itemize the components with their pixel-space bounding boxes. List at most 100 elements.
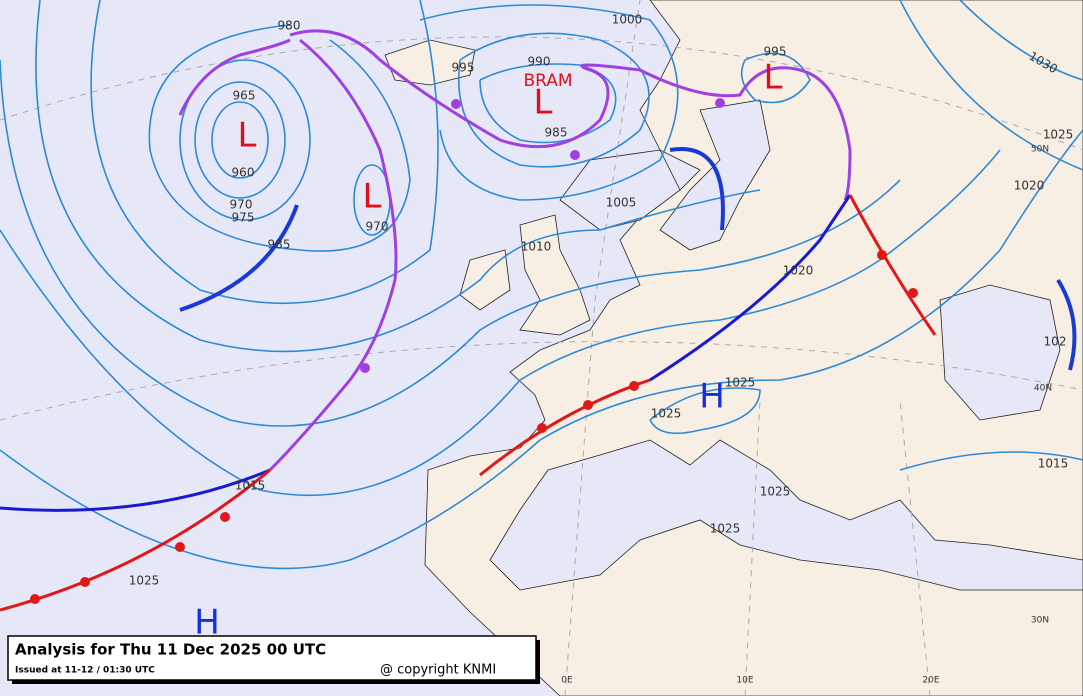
occluded-front-symbol (360, 363, 370, 373)
warm-front-symbol (877, 250, 887, 260)
baltic-sea (659, 99, 771, 251)
trough (179, 204, 299, 312)
isobar (179, 59, 311, 221)
isobar-label: 1025 (129, 574, 160, 588)
warm-front-symbol (220, 512, 230, 522)
trough (669, 147, 725, 231)
isobar (194, 81, 286, 199)
landmasses (384, 0, 1083, 696)
latitude-label: 40N (1034, 384, 1052, 394)
warm-front-symbol (629, 381, 639, 391)
isobar (419, 4, 679, 201)
copyright: @ copyright KNMI (380, 663, 496, 678)
isobar (479, 63, 617, 144)
occluded-front (289, 29, 852, 201)
warm-front-symbol (537, 423, 547, 433)
isobar-label: 1025 (760, 485, 791, 499)
isobar-label: 965 (233, 89, 256, 103)
north-sea (559, 149, 681, 231)
issued-time: Issued at 11-12 / 01:30 UTC (15, 666, 155, 676)
storm-name: BRAM (523, 71, 572, 91)
low-symbol: L (363, 177, 382, 217)
warm-front-symbol (175, 542, 185, 552)
isobar-label: 990 (528, 55, 551, 69)
graticule-labels: 50N 40N 30N 0E 10E 20E (561, 145, 1052, 686)
warm-front-symbol (908, 288, 918, 298)
isobar (959, 0, 1083, 81)
high-symbol: H (699, 377, 725, 417)
cold-front (0, 468, 271, 512)
isobars (0, 0, 1083, 570)
isobar (649, 387, 761, 435)
cold-front (649, 194, 852, 382)
isobar-label: 1010 (521, 240, 552, 254)
fronts (0, 29, 1077, 612)
occluded-front-symbol (451, 99, 461, 109)
isobar (0, 149, 1001, 497)
isobar-label: 960 (232, 166, 255, 180)
isobar (148, 24, 411, 252)
isobar-label: 995 (452, 61, 475, 75)
isobar-label: 1015 (1038, 457, 1069, 471)
isobar-label: 102 (1044, 335, 1067, 349)
low-symbol: L (764, 58, 783, 98)
isobar (211, 101, 269, 179)
warm-front-symbol (80, 577, 90, 587)
isobar (35, 0, 761, 353)
warm-front-symbol (583, 400, 593, 410)
black-sea (939, 284, 1061, 421)
occluded-front-symbol (570, 150, 580, 160)
isobar-label: 1000 (612, 13, 643, 27)
latitude-label: 30N (1031, 616, 1049, 626)
isobar-label: 1025 (651, 407, 682, 421)
isobar (458, 32, 650, 168)
trough (1056, 278, 1077, 371)
meridian (744, 399, 761, 696)
low-symbol: L (534, 83, 553, 123)
occluded-front (178, 38, 291, 116)
meridian (899, 399, 931, 696)
isobar-label: 1025 (1043, 128, 1074, 142)
isobar-label: 985 (268, 238, 291, 252)
warm-front (848, 194, 937, 336)
low-symbol: L (238, 116, 257, 156)
longitude-label: 20E (922, 676, 939, 686)
isobar-label: 1015 (235, 479, 266, 493)
isobar (0, 129, 1083, 570)
isobar-label: 1005 (606, 196, 637, 210)
isobar-label: 995 (764, 45, 787, 59)
isobar (899, 0, 1083, 171)
map-title: Analysis for Thu 11 Dec 2025 00 UTC (15, 641, 326, 659)
ireland (459, 249, 511, 311)
isobar-label: 985 (545, 126, 568, 140)
isobar-label: 1025 (725, 376, 756, 390)
iceland (384, 39, 476, 86)
isobar-label: 1020 (783, 264, 814, 278)
isobar-labels: 1000 980 995 990 965 960 970 975 985 970… (129, 13, 1074, 588)
isobar-label: 975 (232, 211, 255, 225)
latitude-label: 50N (1031, 145, 1049, 155)
isobar-label: 1020 (1014, 179, 1045, 193)
isobar (0, 59, 901, 427)
mediterranean-sea (489, 439, 1083, 591)
occluded-front (268, 38, 398, 472)
warm-front-symbol (30, 594, 40, 604)
info-box-frame (7, 635, 537, 681)
front-symbols (30, 98, 918, 604)
great-britain (519, 214, 591, 336)
warm-front (479, 378, 651, 477)
meridian (564, 0, 641, 696)
isobar (899, 451, 1083, 471)
longitude-label: 10E (736, 676, 753, 686)
isobar-label: 980 (278, 19, 301, 33)
isobar (740, 52, 811, 104)
isobar (90, 0, 439, 305)
occluded-front-symbol (715, 98, 725, 108)
parallel (0, 36, 1083, 151)
longitude-label: 0E (561, 676, 573, 686)
isobar-label: 970 (366, 220, 389, 234)
info-box: Analysis for Thu 11 Dec 2025 00 UTC Issu… (7, 635, 540, 684)
isobar-label: 970 (230, 198, 253, 212)
